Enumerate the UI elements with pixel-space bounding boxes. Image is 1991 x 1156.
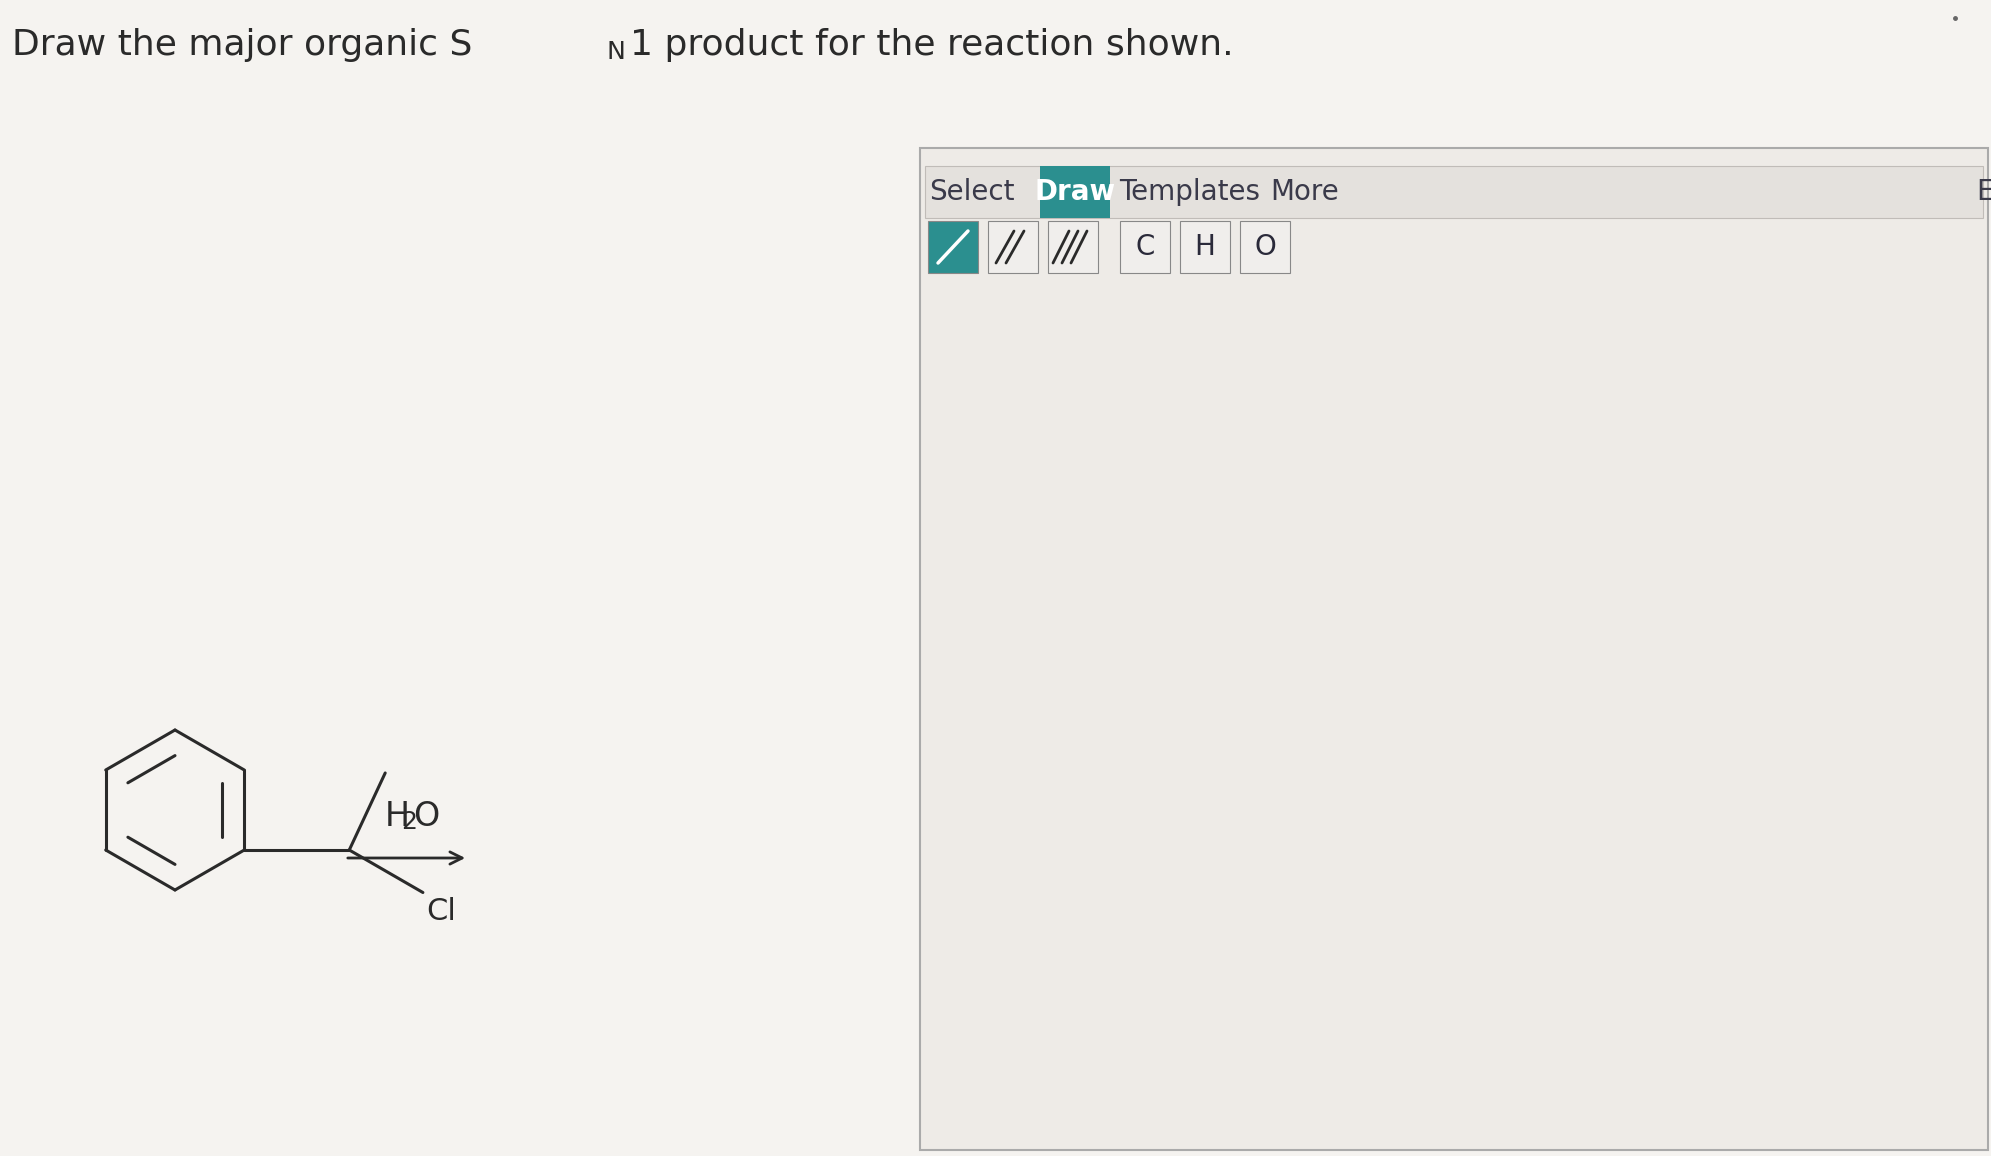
- Text: H: H: [384, 800, 410, 832]
- Text: Templates: Templates: [1119, 178, 1260, 206]
- Bar: [1240, 221, 1290, 273]
- Bar: [1039, 166, 1111, 218]
- Text: Select: Select: [930, 178, 1015, 206]
- Bar: [926, 166, 1983, 218]
- Text: E: E: [1975, 178, 1991, 206]
- Bar: [1047, 221, 1097, 273]
- Bar: [988, 221, 1037, 273]
- Text: N: N: [605, 40, 625, 64]
- Bar: [920, 148, 1987, 1150]
- Text: Draw: Draw: [1035, 178, 1115, 206]
- Bar: [928, 221, 978, 273]
- Text: 1 product for the reaction shown.: 1 product for the reaction shown.: [631, 28, 1234, 62]
- Text: O: O: [414, 800, 440, 832]
- Text: 2: 2: [402, 810, 418, 833]
- Text: Cl: Cl: [426, 897, 456, 926]
- Text: H: H: [1195, 234, 1215, 261]
- Bar: [1181, 221, 1230, 273]
- Text: C: C: [1135, 234, 1155, 261]
- Bar: [1121, 221, 1171, 273]
- Text: Draw the major organic S: Draw the major organic S: [12, 28, 472, 62]
- Text: More: More: [1270, 178, 1340, 206]
- Text: O: O: [1254, 234, 1276, 261]
